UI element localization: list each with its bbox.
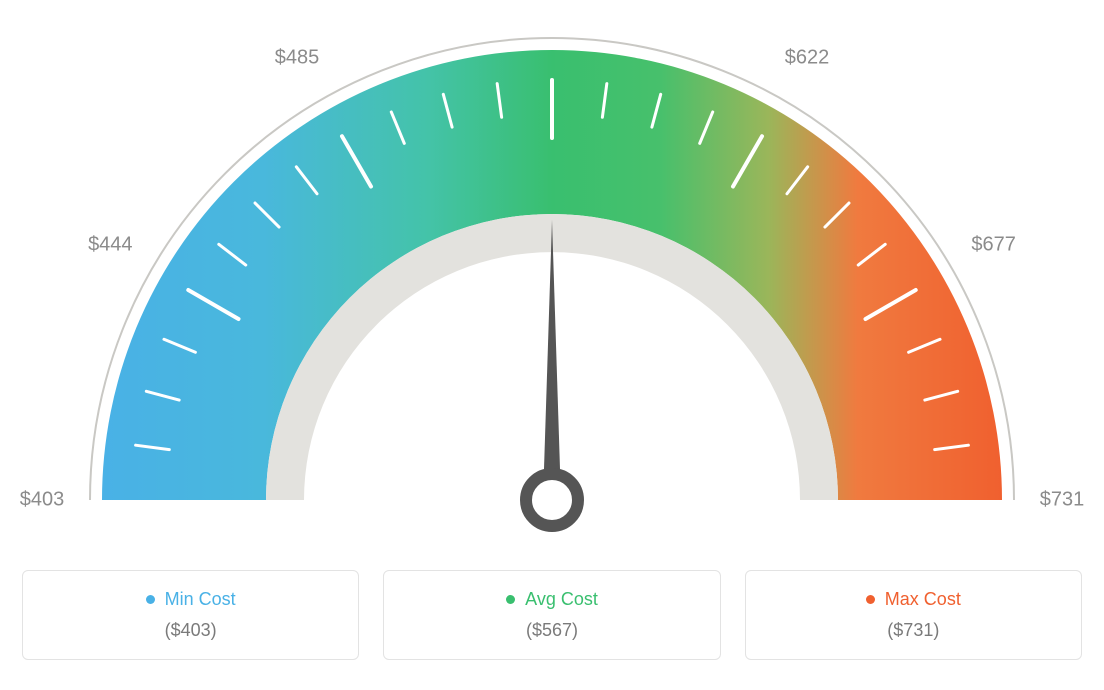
gauge-tick-label: $622 [785, 47, 830, 70]
gauge-tick-label: $403 [20, 489, 65, 512]
gauge-tick-label: $567 [530, 0, 575, 2]
min-cost-card: Min Cost ($403) [22, 570, 359, 660]
avg-cost-dot [506, 595, 515, 604]
avg-cost-header: Avg Cost [506, 589, 598, 610]
avg-cost-label: Avg Cost [525, 589, 598, 610]
min-cost-value: ($403) [165, 620, 217, 641]
max-cost-card: Max Cost ($731) [745, 570, 1082, 660]
gauge-tick-label: $485 [275, 47, 320, 70]
max-cost-dot [866, 595, 875, 604]
gauge-tick-label: $677 [971, 234, 1016, 257]
min-cost-label: Min Cost [165, 589, 236, 610]
avg-cost-value: ($567) [526, 620, 578, 641]
gauge-tick-label: $731 [1040, 489, 1085, 512]
max-cost-label: Max Cost [885, 589, 961, 610]
avg-cost-card: Avg Cost ($567) [383, 570, 720, 660]
cost-gauge: $403 $444 $485 $567 $622 $677 $731 [0, 0, 1104, 560]
max-cost-value: ($731) [887, 620, 939, 641]
max-cost-header: Max Cost [866, 589, 961, 610]
min-cost-header: Min Cost [146, 589, 236, 610]
gauge-svg [0, 0, 1104, 560]
min-cost-dot [146, 595, 155, 604]
gauge-tick-label: $444 [88, 234, 133, 257]
legend-row: Min Cost ($403) Avg Cost ($567) Max Cost… [22, 570, 1082, 660]
